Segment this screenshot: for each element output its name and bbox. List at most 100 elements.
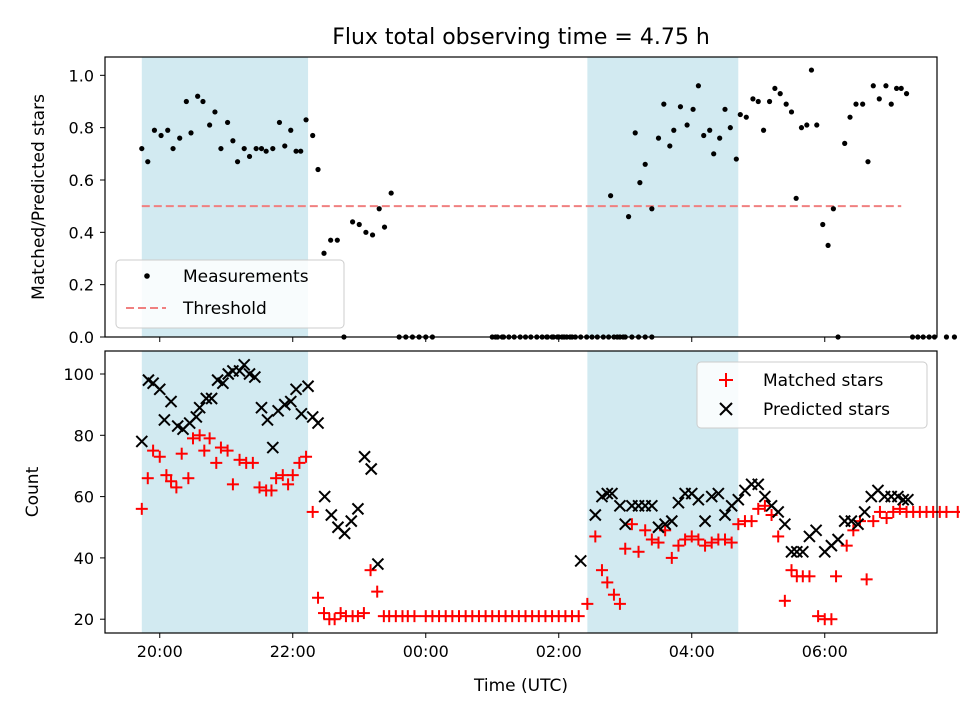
measurement-point bbox=[270, 145, 276, 152]
measurement-point bbox=[200, 98, 206, 105]
measurement-point bbox=[165, 127, 171, 133]
matched-star-point bbox=[286, 469, 299, 482]
bottom-legend: Matched stars Predicted stars bbox=[696, 361, 928, 429]
measurement-point bbox=[388, 190, 394, 196]
matched-star-point bbox=[364, 564, 377, 577]
measurement-point bbox=[842, 140, 848, 146]
matched-star-point bbox=[940, 505, 953, 518]
measurement-point bbox=[642, 161, 648, 167]
predicted-star-point bbox=[351, 502, 365, 516]
measurement-point bbox=[625, 214, 632, 220]
matched-star-point bbox=[625, 518, 638, 531]
measurement-point bbox=[951, 334, 958, 340]
measurement-point bbox=[293, 148, 299, 154]
measurement-point bbox=[695, 83, 702, 89]
matched-star-point bbox=[165, 475, 178, 488]
matched-star-point bbox=[652, 536, 665, 549]
matched-star-point bbox=[825, 613, 838, 626]
measurement-point bbox=[943, 334, 950, 340]
predicted-star-point bbox=[574, 554, 587, 568]
y-tick-label: 0.8 bbox=[69, 119, 94, 138]
matched-star-point bbox=[772, 530, 785, 543]
predicted-star-point bbox=[153, 383, 166, 396]
measurement-point bbox=[139, 145, 145, 152]
bottom-legend-box bbox=[696, 361, 928, 429]
matched-star-point bbox=[246, 456, 259, 469]
measurement-point bbox=[798, 125, 805, 131]
matched-star-point bbox=[672, 539, 685, 552]
measurement-point bbox=[766, 98, 773, 105]
legend-predicted-marker bbox=[719, 402, 733, 416]
matched-star-point bbox=[679, 533, 692, 546]
predicted-star-point bbox=[261, 413, 274, 427]
measurement-point bbox=[637, 180, 643, 186]
y-tick-label: 20 bbox=[74, 610, 94, 629]
y-tick-label: 0.4 bbox=[69, 223, 94, 242]
predicted-star-point bbox=[338, 527, 351, 540]
panel-top-frame bbox=[104, 56, 938, 338]
matched-star-point bbox=[253, 481, 266, 494]
observing-window-0 bbox=[141, 351, 309, 633]
predicted-star-point bbox=[752, 478, 765, 491]
measurement-point bbox=[860, 101, 866, 107]
measurement-point bbox=[310, 132, 316, 139]
measurement-point bbox=[690, 106, 696, 112]
matched-star-point bbox=[601, 576, 614, 589]
measurement-point bbox=[684, 122, 690, 128]
predicted-star-point bbox=[845, 514, 858, 528]
legend-predicted-label: Predicted stars bbox=[763, 400, 890, 420]
matched-star-point bbox=[951, 505, 960, 518]
matched-star-point bbox=[752, 502, 765, 515]
predicted-star-point bbox=[645, 499, 659, 513]
predicted-star-point bbox=[858, 505, 871, 519]
predicted-star-point bbox=[771, 505, 785, 519]
predicted-star-point bbox=[712, 487, 725, 500]
predicted-star-point bbox=[193, 401, 206, 414]
measurement-point bbox=[195, 93, 201, 99]
y-tick-label: 0.6 bbox=[69, 171, 94, 190]
x-tick-label: 04:00 bbox=[669, 642, 715, 661]
x-tick-label: 06:00 bbox=[802, 642, 848, 661]
measurement-point bbox=[608, 193, 614, 199]
predicted-star-point bbox=[289, 383, 303, 396]
matched-star-point bbox=[351, 610, 364, 623]
top-y-axis-label: Matched/Predicted stars bbox=[29, 94, 49, 300]
predicted-star-point bbox=[325, 508, 338, 522]
matched-star-point bbox=[153, 450, 166, 463]
predicted-star-point bbox=[778, 517, 792, 531]
predicted-star-point bbox=[790, 545, 804, 558]
predicted-star-point bbox=[216, 376, 230, 390]
matched-star-point bbox=[758, 499, 771, 512]
measurement-point bbox=[717, 135, 723, 141]
measurement-point bbox=[298, 148, 304, 154]
matched-star-point bbox=[265, 484, 278, 497]
predicted-star-point bbox=[619, 517, 632, 531]
predicted-star-point bbox=[371, 557, 385, 571]
measurement-point bbox=[701, 132, 707, 139]
matched-star-point bbox=[357, 607, 370, 620]
measurement-point bbox=[145, 159, 151, 165]
measurement-point bbox=[369, 232, 376, 238]
x-axis-label: Time (UTC) bbox=[473, 676, 568, 696]
matched-star-point bbox=[214, 441, 227, 454]
matched-star-point bbox=[685, 530, 698, 543]
measurement-point bbox=[707, 127, 713, 133]
matched-star-point bbox=[572, 610, 585, 623]
legend-matched-marker bbox=[719, 373, 733, 387]
y-tick-label: 60 bbox=[74, 488, 94, 507]
measurement-point bbox=[814, 122, 820, 128]
bottom-y-axis-label: Count bbox=[23, 466, 43, 517]
measurement-point bbox=[246, 153, 253, 160]
matched-star-point bbox=[233, 453, 246, 466]
measurement-point bbox=[376, 206, 382, 212]
matched-star-point bbox=[607, 588, 620, 601]
measurement-point bbox=[772, 85, 778, 92]
measurement-point bbox=[743, 114, 749, 120]
y-tick-label: 0.0 bbox=[69, 328, 94, 347]
x-tick-label: 22:00 bbox=[270, 642, 316, 661]
predicted-star-point bbox=[158, 413, 171, 427]
matched-star-point bbox=[595, 564, 608, 577]
legend-measurements-marker bbox=[144, 273, 150, 279]
measurement-point bbox=[303, 117, 309, 123]
matched-star-point bbox=[328, 613, 341, 626]
